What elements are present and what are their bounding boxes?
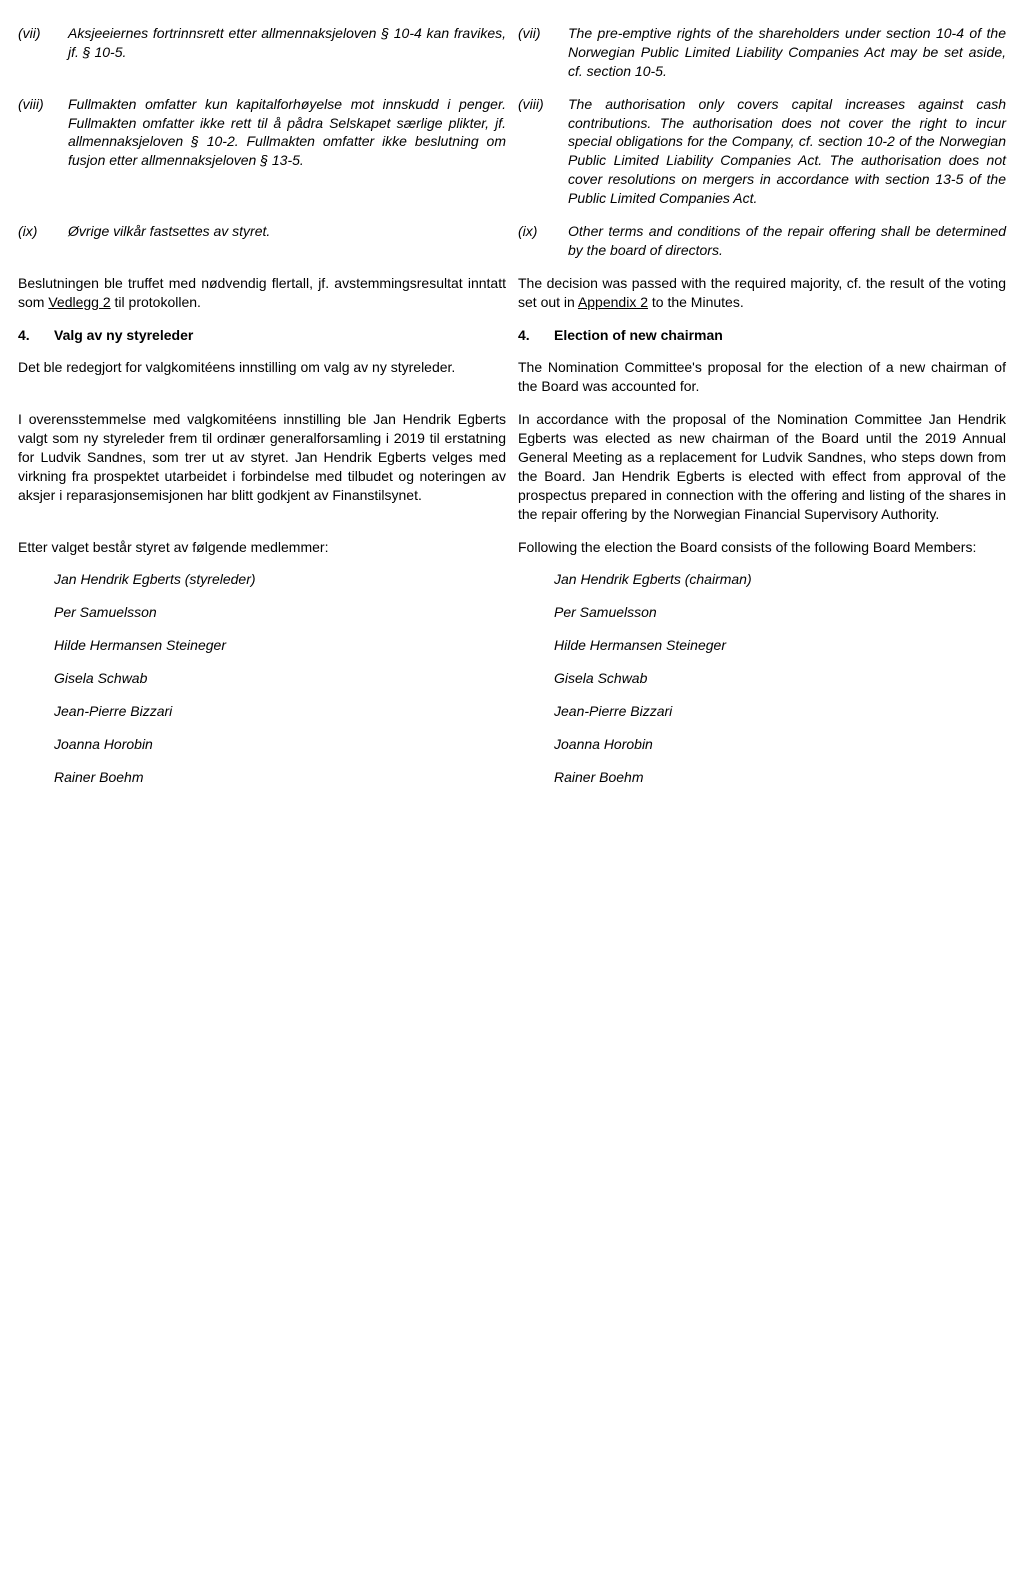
clause-vii-right-marker: (vii) xyxy=(518,24,562,81)
member-right-1: Per Samuelsson xyxy=(554,603,1006,622)
members-left-list: Jan Hendrik Egberts (styreleder) Per Sam… xyxy=(18,570,506,786)
after-election-row: Etter valget består styret av følgende m… xyxy=(18,538,1006,557)
member-right-0: Jan Hendrik Egberts (chairman) xyxy=(554,570,1006,589)
clause-viii-left-marker: (viii) xyxy=(18,95,62,171)
heading-4-row: 4. Valg av ny styreleder 4. Election of … xyxy=(18,326,1006,345)
heading-4-right-text: Election of new chairman xyxy=(554,326,723,345)
clause-viii-left-text: Fullmakten omfatter kun kapitalforhøyels… xyxy=(68,95,506,171)
election-right: In accordance with the proposal of the N… xyxy=(518,410,1006,523)
clause-ix-row: (ix) Øvrige vilkår fastsettes av styret.… xyxy=(18,222,1006,260)
clause-ix-right-marker: (ix) xyxy=(518,222,562,260)
decision-left-post: til protokollen. xyxy=(111,294,201,310)
heading-4-left-text: Valg av ny styreleder xyxy=(54,326,193,345)
clause-viii-right-text: The authorisation only covers capital in… xyxy=(568,95,1006,208)
member-right-6: Rainer Boehm xyxy=(554,768,1006,787)
member-left-1: Per Samuelsson xyxy=(54,603,506,622)
clause-vii-row: (vii) Aksjeeiernes fortrinnsrett etter a… xyxy=(18,24,1006,81)
election-left: I overensstemmelse med valgkomitéens inn… xyxy=(18,410,506,523)
members-right-list: Jan Hendrik Egberts (chairman) Per Samue… xyxy=(518,570,1006,786)
clause-ix-left-text: Øvrige vilkår fastsettes av styret. xyxy=(68,222,506,241)
election-row: I overensstemmelse med valgkomitéens inn… xyxy=(18,410,1006,523)
clause-viii-row: (viii) Fullmakten omfatter kun kapitalfo… xyxy=(18,95,1006,208)
clause-vii-left-marker: (vii) xyxy=(18,24,62,62)
member-left-4: Jean-Pierre Bizzari xyxy=(54,702,506,721)
decision-left-link: Vedlegg 2 xyxy=(48,294,110,310)
nomination-left: Det ble redegjort for valgkomitéens inns… xyxy=(18,358,506,396)
member-left-2: Hilde Hermansen Steineger xyxy=(54,636,506,655)
member-right-5: Joanna Horobin xyxy=(554,735,1006,754)
clause-vii-left-text: Aksjeeiernes fortrinnsrett etter allmenn… xyxy=(68,24,506,62)
decision-right-post: to the Minutes. xyxy=(648,294,744,310)
decision-row: Beslutningen ble truffet med nødvendig f… xyxy=(18,274,1006,312)
nomination-row: Det ble redegjort for valgkomitéens inns… xyxy=(18,358,1006,396)
member-left-3: Gisela Schwab xyxy=(54,669,506,688)
heading-4-right-num: 4. xyxy=(518,326,542,345)
member-right-3: Gisela Schwab xyxy=(554,669,1006,688)
members-row: Jan Hendrik Egberts (styreleder) Per Sam… xyxy=(18,570,1006,786)
member-right-4: Jean-Pierre Bizzari xyxy=(554,702,1006,721)
clause-viii-right-marker: (viii) xyxy=(518,95,562,208)
after-election-right: Following the election the Board consist… xyxy=(518,538,1006,557)
decision-left: Beslutningen ble truffet med nødvendig f… xyxy=(18,274,506,312)
clause-vii-right-text: The pre-emptive rights of the shareholde… xyxy=(568,24,1006,81)
decision-right: The decision was passed with the require… xyxy=(518,274,1006,312)
clause-ix-right-text: Other terms and conditions of the repair… xyxy=(568,222,1006,260)
clause-ix-left-marker: (ix) xyxy=(18,222,62,241)
nomination-right: The Nomination Committee's proposal for … xyxy=(518,358,1006,396)
member-left-5: Joanna Horobin xyxy=(54,735,506,754)
member-left-6: Rainer Boehm xyxy=(54,768,506,787)
member-left-0: Jan Hendrik Egberts (styreleder) xyxy=(54,570,506,589)
after-election-left: Etter valget består styret av følgende m… xyxy=(18,538,506,557)
member-right-2: Hilde Hermansen Steineger xyxy=(554,636,1006,655)
heading-4-left-num: 4. xyxy=(18,326,42,345)
decision-right-link: Appendix 2 xyxy=(578,294,648,310)
